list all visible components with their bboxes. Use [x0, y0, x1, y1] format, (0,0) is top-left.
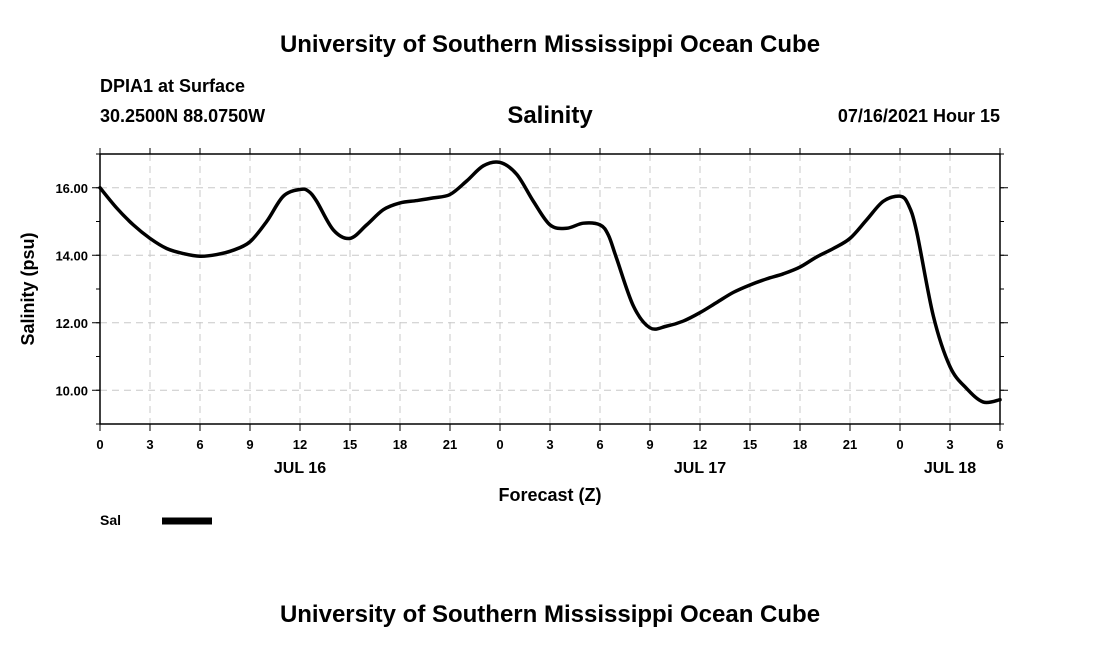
x-tick-label: 6	[996, 437, 1003, 452]
day-label: JUL 16	[274, 460, 326, 477]
y-tick-label: 14.00	[55, 248, 88, 263]
y-tick-label: 12.00	[55, 316, 88, 331]
x-tick-label: 0	[96, 437, 103, 452]
chart-title: Salinity	[507, 102, 593, 129]
forecast-timestamp: 07/16/2021 Hour 15	[837, 106, 1000, 126]
x-tick-label: 6	[196, 437, 203, 452]
x-tick-label: 18	[793, 437, 807, 452]
day-label: JUL 18	[924, 460, 976, 477]
station-label: DPIA1 at Surface	[100, 76, 246, 96]
x-tick-label: 0	[496, 437, 503, 452]
x-tick-label: 21	[443, 437, 457, 452]
y-tick-label: 16.00	[55, 181, 88, 196]
coordinates-label: 30.2500N 88.0750W	[100, 106, 266, 126]
footer-title: University of Southern Mississippi Ocean…	[279, 601, 821, 628]
x-tick-label: 3	[546, 437, 553, 452]
x-axis-title: Forecast (Z)	[498, 485, 601, 505]
page-title: University of Southern Mississippi Ocean…	[279, 31, 821, 58]
x-tick-label: 12	[293, 437, 307, 452]
legend-label: Sal	[100, 512, 121, 528]
plot-frame	[99, 153, 1001, 425]
x-tick-label: 9	[646, 437, 653, 452]
x-tick-label: 3	[146, 437, 153, 452]
x-tick-label: 6	[596, 437, 603, 452]
x-tick-label: 9	[246, 437, 253, 452]
y-axis-title: Salinity (psu)	[18, 232, 38, 345]
x-tick-label: 21	[843, 437, 857, 452]
x-tick-label: 15	[343, 437, 357, 452]
x-tick-label: 15	[743, 437, 757, 452]
series-line-sal	[98, 160, 1002, 405]
y-tick-label: 10.00	[55, 383, 88, 398]
day-label: JUL 17	[674, 460, 726, 477]
x-tick-label: 3	[946, 437, 953, 452]
x-tick-label: 0	[896, 437, 903, 452]
x-tick-label: 12	[693, 437, 707, 452]
x-tick-label: 18	[393, 437, 407, 452]
